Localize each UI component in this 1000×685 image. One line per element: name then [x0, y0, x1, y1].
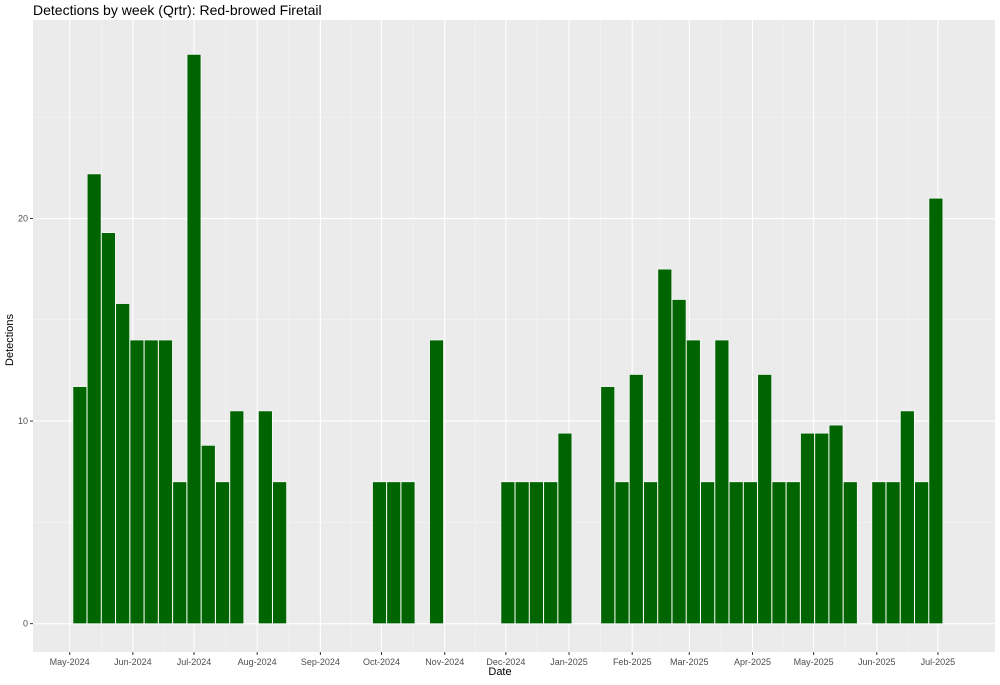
chart-title: Detections by week (Qrtr): Red-browed Fi…	[33, 2, 322, 18]
bars	[72, 54, 944, 624]
bar	[86, 173, 102, 624]
bar	[158, 339, 173, 624]
x-tick-label: Oct-2024	[363, 657, 400, 667]
y-tick-label: 0	[23, 619, 28, 629]
x-axis: May-2024 Jun-2024 Jul-2024 Aug-2024 Sep-2024…	[50, 652, 956, 667]
bar	[757, 374, 772, 624]
bar	[671, 299, 687, 624]
x-tick-label: Jul-2025	[921, 657, 956, 667]
bar	[500, 481, 516, 624]
bar	[400, 481, 416, 624]
x-axis-label: Date	[488, 666, 512, 678]
x-tick-label: Aug-2024	[238, 657, 277, 667]
bar	[629, 374, 644, 624]
bar	[700, 481, 715, 624]
x-tick-label: Jun-2025	[858, 657, 896, 667]
x-tick-label: Jun-2024	[114, 657, 152, 667]
y-axis: 0 10 20	[18, 214, 33, 629]
x-tick-label: May-2024	[50, 657, 90, 667]
x-tick-label: Apr-2025	[734, 657, 771, 667]
x-tick-label: Jul-2024	[177, 657, 212, 667]
bar	[186, 54, 202, 624]
bar	[115, 303, 130, 624]
bar	[800, 432, 815, 624]
x-tick-label: Nov-2024	[425, 657, 464, 667]
bar	[557, 432, 573, 624]
bar	[928, 197, 944, 624]
bar	[614, 481, 630, 624]
bar	[201, 445, 216, 624]
bar	[914, 481, 929, 624]
bar	[843, 481, 858, 624]
bar	[529, 481, 544, 624]
bar	[814, 432, 829, 624]
bar	[258, 410, 273, 624]
bar	[657, 268, 673, 624]
x-tick-label: Mar-2025	[670, 657, 709, 667]
y-tick-label: 20	[18, 214, 28, 224]
bar	[101, 232, 116, 624]
x-tick-label: May-2025	[794, 657, 834, 667]
bar	[514, 481, 530, 624]
bar	[172, 481, 187, 624]
bar	[828, 424, 844, 624]
y-tick-label: 10	[18, 416, 28, 426]
bar	[643, 481, 658, 624]
bar	[372, 481, 387, 624]
bar	[714, 339, 730, 624]
bar	[272, 481, 287, 624]
x-tick-label: Sep-2024	[301, 657, 340, 667]
bar	[686, 339, 701, 624]
bar	[543, 481, 558, 624]
x-tick-label: Dec-2024	[486, 657, 525, 667]
bar	[143, 339, 159, 624]
bar	[215, 481, 230, 624]
bar	[429, 339, 444, 624]
bar	[786, 481, 801, 624]
bar	[871, 481, 887, 624]
bar	[885, 481, 901, 624]
bar	[129, 339, 145, 624]
bar	[72, 386, 88, 624]
x-tick-label: Jan-2025	[550, 657, 588, 667]
y-axis-label: Detections	[4, 314, 16, 366]
bar	[728, 481, 744, 624]
x-tick-label: Feb-2025	[613, 657, 652, 667]
bar	[229, 410, 245, 624]
bar	[386, 481, 401, 624]
bar	[600, 386, 615, 624]
bar	[900, 410, 915, 624]
bar	[771, 481, 787, 624]
bar	[743, 481, 758, 624]
